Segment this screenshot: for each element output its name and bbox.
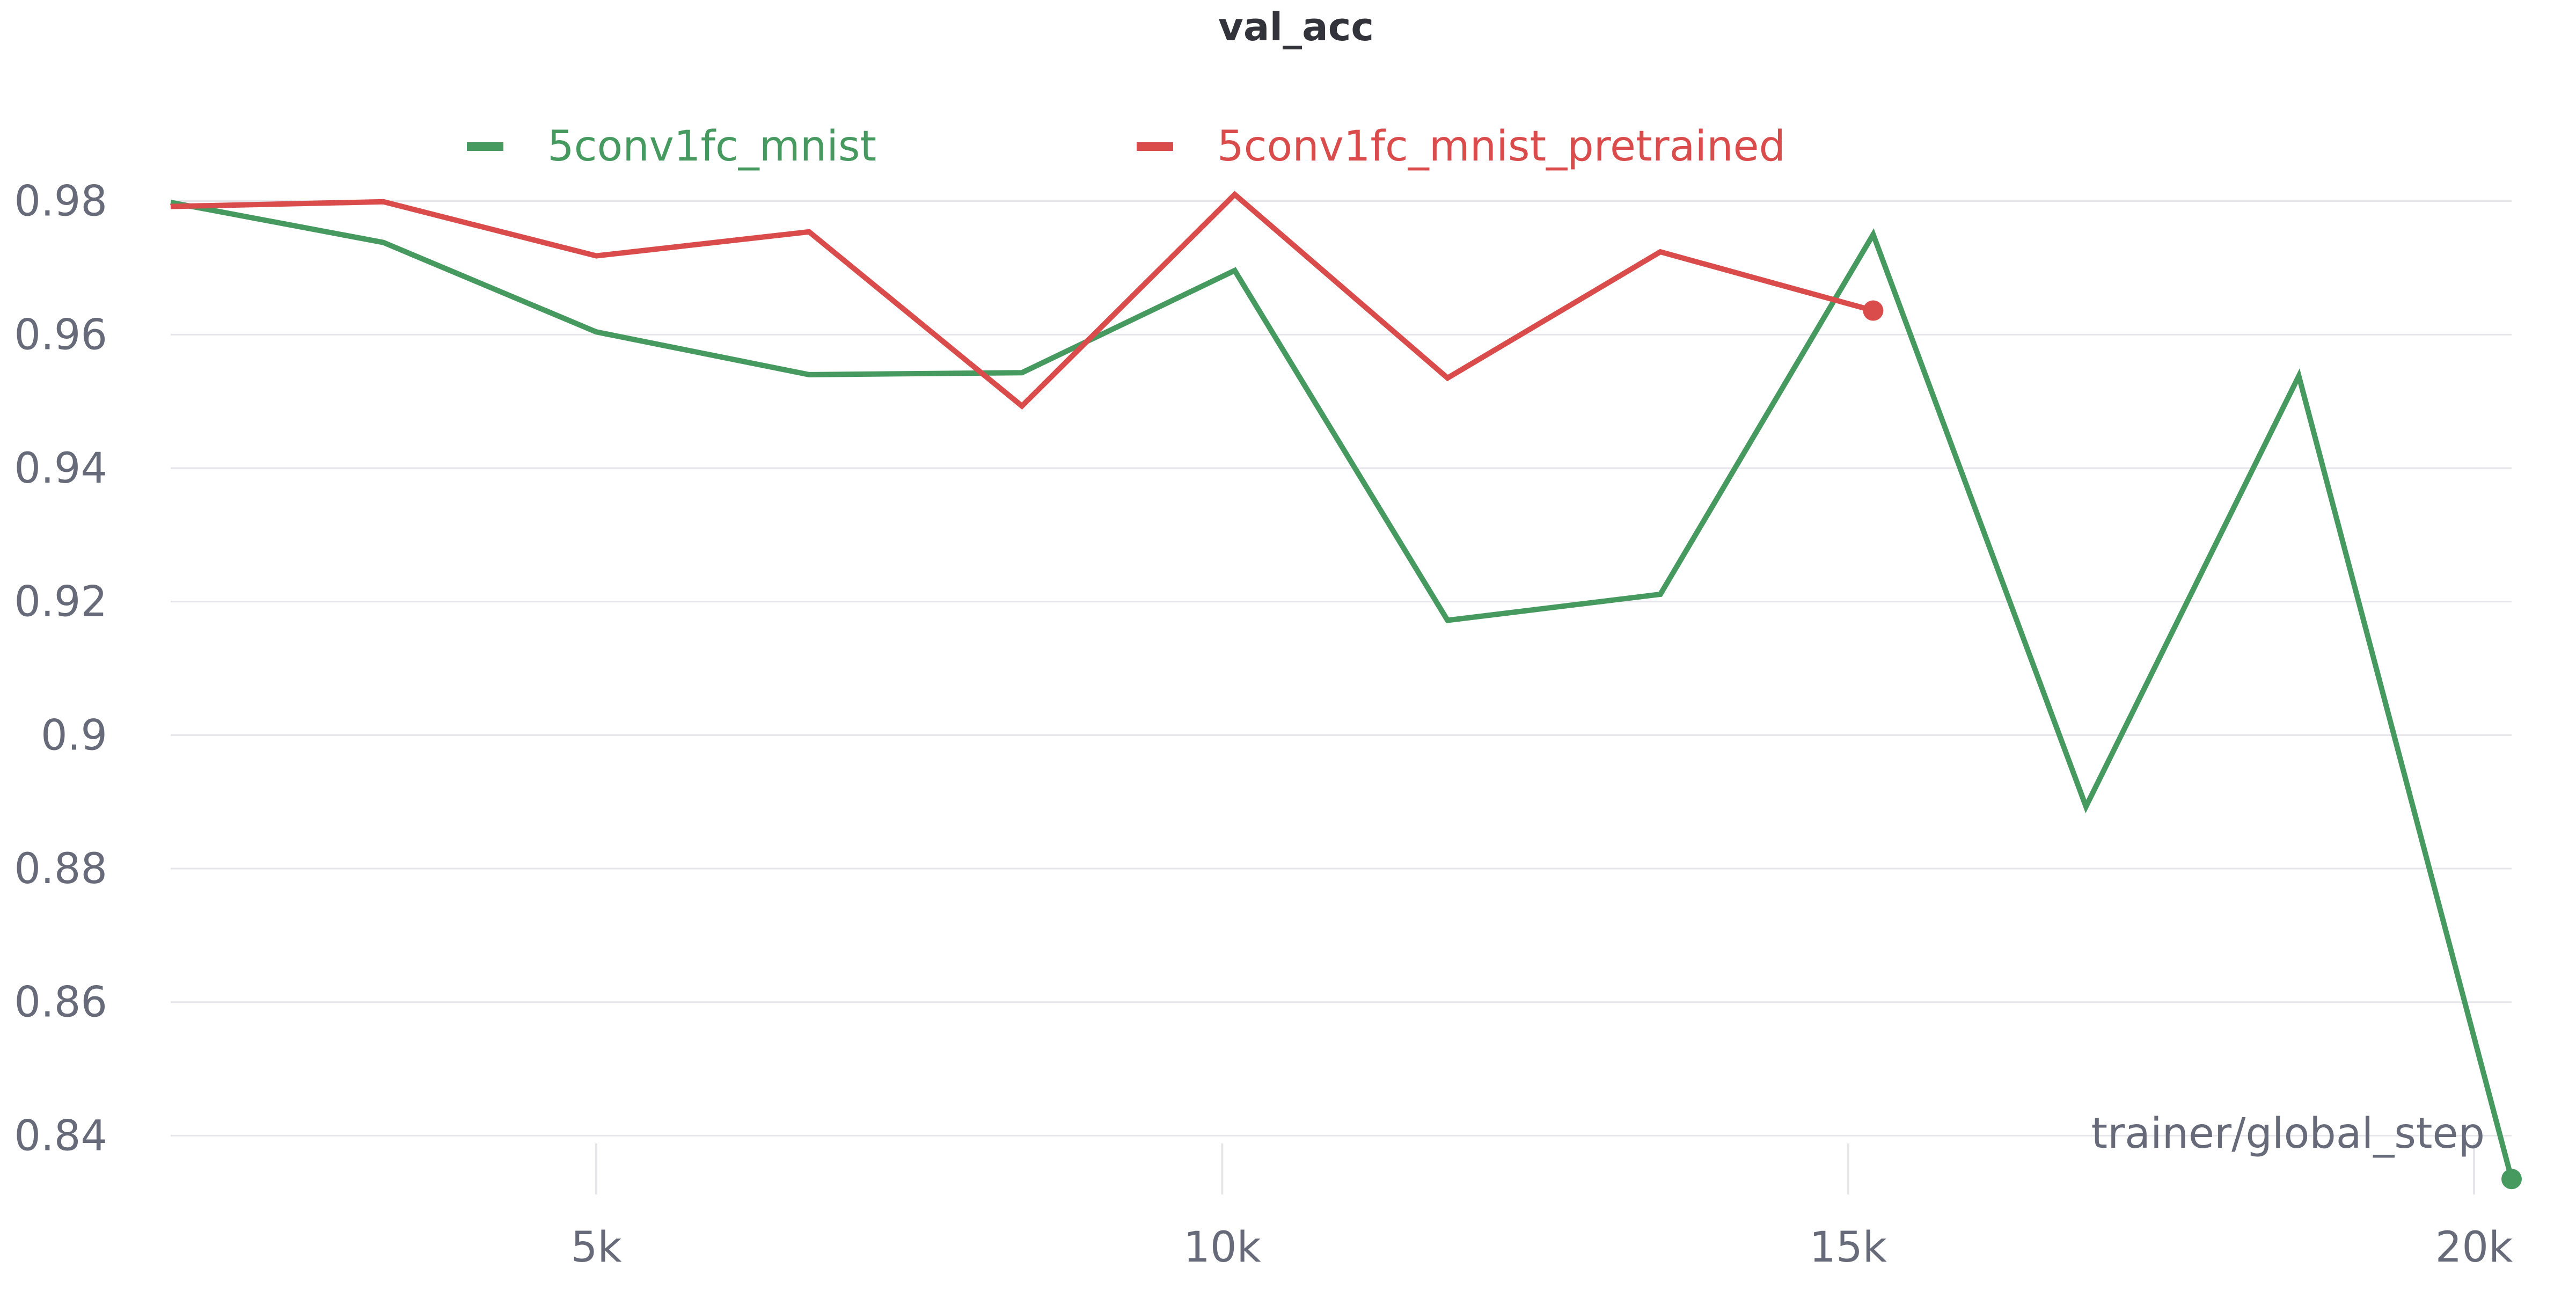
x-tick-label: 20k [2435, 1223, 2513, 1272]
y-tick-label: 0.96 [14, 311, 107, 359]
grid [171, 200, 2512, 1136]
y-tick-label: 0.84 [14, 1112, 107, 1160]
series-end-point [2501, 1169, 2522, 1190]
legend-item[interactable]: 5conv1fc_mnist_pretrained [1137, 122, 1785, 171]
y-tick-label: 0.9 [41, 711, 107, 760]
series-line-1 [170, 200, 2514, 1180]
y-tick-label: 0.94 [14, 445, 107, 493]
x-tick-label: 10k [1183, 1223, 1261, 1272]
x-axis-label: trainer/global_step [2091, 1110, 2485, 1158]
x-tick-label: 15k [1810, 1223, 1887, 1272]
y-tick-label: 0.88 [14, 845, 107, 893]
legend[interactable]: 5conv1fc_mnist 5conv1fc_mnist_pretrained [467, 122, 1785, 171]
chart-title: val_acc [1218, 4, 1374, 49]
y-tick-label: 0.86 [14, 979, 107, 1027]
legend-label: 5conv1fc_mnist [547, 122, 876, 171]
y-tick-label: 0.98 [14, 178, 107, 226]
series-end-point [1863, 300, 1884, 321]
series-layer [170, 191, 2522, 1190]
y-axis: 0.84 0.86 0.88 0.9 0.92 0.94 0.96 0.98 [14, 178, 107, 1161]
x-tick-label: 5k [571, 1223, 622, 1272]
legend-item[interactable]: 5conv1fc_mnist [467, 122, 876, 171]
x-axis: 5k 10k 15k 20k [571, 1143, 2513, 1272]
legend-label: 5conv1fc_mnist_pretrained [1217, 122, 1785, 171]
y-tick-label: 0.92 [14, 578, 107, 626]
series-line-2 [170, 191, 1874, 410]
